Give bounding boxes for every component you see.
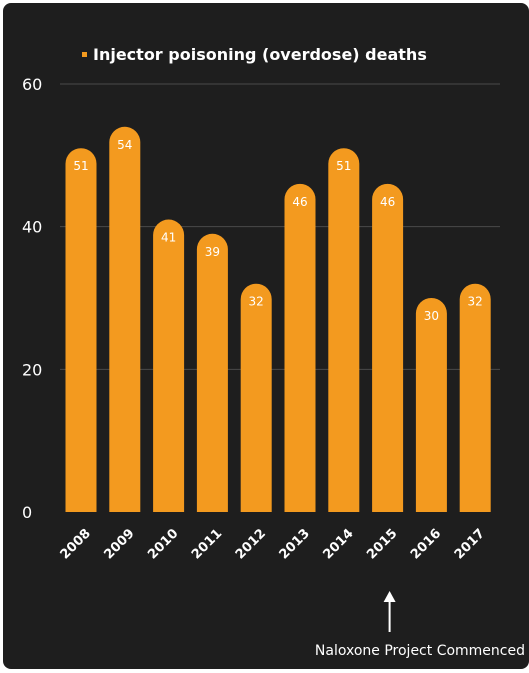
data-label: 51 (336, 159, 351, 173)
bar (196, 233, 228, 512)
data-label: 30 (424, 309, 439, 323)
bar (459, 283, 491, 512)
data-label: 46 (292, 195, 307, 209)
legend-label: Injector poisoning (overdose) deaths (93, 45, 427, 64)
annotation-arrow-head (383, 591, 396, 602)
data-label: 54 (117, 138, 132, 152)
bar (153, 219, 185, 512)
y-tick-label: 20 (22, 360, 42, 379)
bars (65, 126, 491, 513)
bar (240, 283, 272, 512)
y-tick-label: 40 (22, 218, 42, 237)
y-tick-label: 0 (22, 503, 32, 522)
data-labels: 51 54 41 39 32 46 51 46 30 32 (73, 138, 482, 323)
data-label: 51 (73, 159, 88, 173)
data-label: 32 (249, 295, 264, 309)
data-label: 41 (161, 231, 176, 245)
bar (65, 148, 97, 512)
bar (328, 148, 360, 512)
bar (284, 183, 316, 512)
data-label: 32 (468, 295, 483, 309)
bar (109, 126, 141, 513)
legend-swatch (82, 52, 87, 57)
bar (415, 297, 447, 512)
y-tick-label: 60 (22, 75, 42, 94)
annotation: Naloxone Project Commenced (315, 591, 525, 659)
data-label: 39 (205, 245, 220, 259)
bar (372, 183, 404, 512)
data-label: 46 (380, 195, 395, 209)
y-axis-tick-labels: 0 20 40 60 (22, 75, 42, 522)
annotation-text: Naloxone Project Commenced (315, 643, 525, 659)
legend: Injector poisoning (overdose) deaths (82, 45, 427, 64)
